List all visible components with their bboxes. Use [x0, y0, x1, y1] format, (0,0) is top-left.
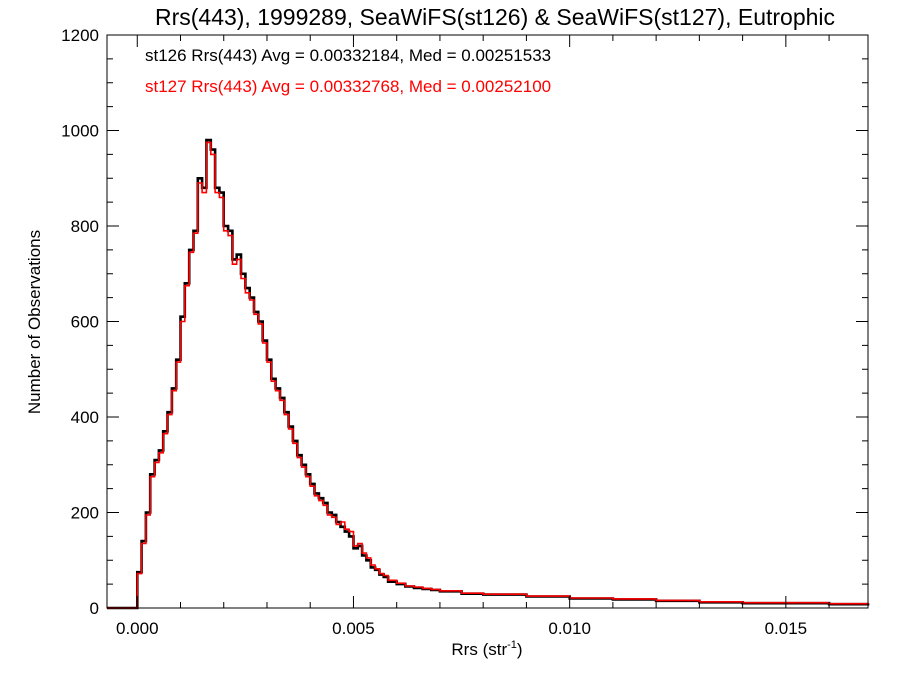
st126-stats-label: st126 Rrs(443) Avg = 0.00332184, Med = 0…	[145, 46, 551, 65]
x-tick-label: 0.005	[332, 619, 375, 638]
st127-stats-label: st127 Rrs(443) Avg = 0.00332768, Med = 0…	[145, 77, 551, 96]
series-st126-line	[107, 138, 870, 610]
plot-frame	[106, 34, 869, 609]
x-tick-label: 0.000	[116, 619, 159, 638]
series-layer	[107, 138, 870, 610]
y-axis-label: Number of Observations	[25, 230, 44, 414]
x-axis-label-main: Rrs (str	[451, 640, 507, 659]
x-tick-label: 0.010	[548, 619, 591, 638]
y-tick-label: 600	[71, 313, 99, 332]
y-tick-label: 0	[90, 599, 99, 618]
y-tick-label: 400	[71, 408, 99, 427]
y-tick-label: 800	[71, 217, 99, 236]
x-axis-label-close: )	[517, 640, 523, 659]
x-axis-label: Rrs (str-1)	[451, 639, 522, 659]
chart-title: Rrs(443), 1999289, SeaWiFS(st126) & SeaW…	[155, 4, 835, 30]
y-tick-label: 200	[71, 504, 99, 523]
x-axis-label-superscript: -1	[507, 639, 517, 651]
series-st127-line	[107, 141, 869, 609]
y-tick-label: 1000	[61, 122, 99, 141]
y-tick-label: 1200	[61, 26, 99, 45]
x-tick-label: 0.015	[765, 619, 808, 638]
ticks-layer: 0 200 400 600 800 1000 1200 0.000 0.005 0.010 0.01…	[61, 26, 868, 638]
